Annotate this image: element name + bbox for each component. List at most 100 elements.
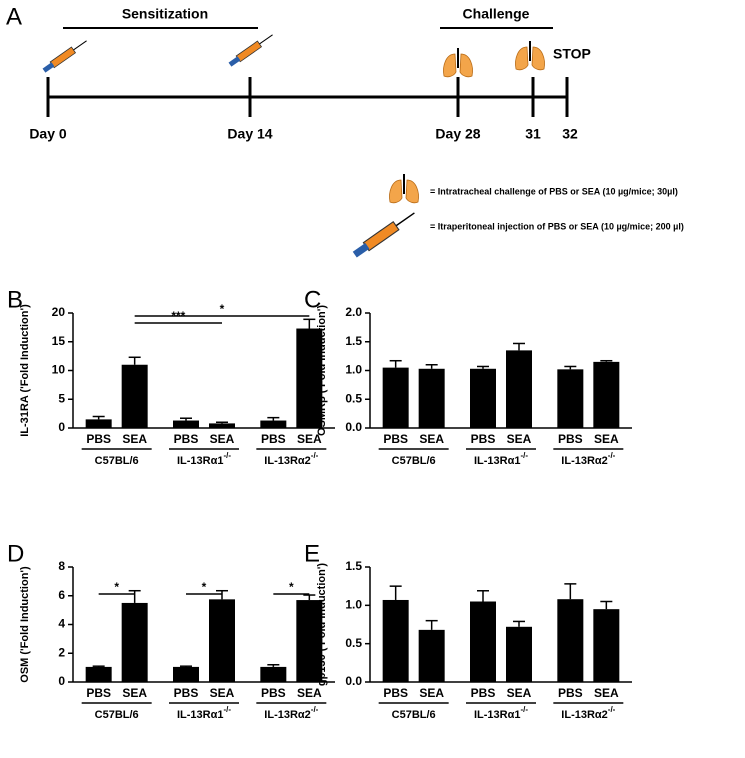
y-tick-label: 0.0 (345, 420, 362, 434)
bar (470, 601, 496, 682)
group-name: C57BL/6 (392, 455, 436, 467)
error-bar (425, 364, 438, 369)
syringe-icon (42, 40, 87, 73)
y-axis-label: gp130 ('Fold Induction') (316, 563, 328, 687)
group-label: C57BL/6 (95, 709, 139, 721)
group-superscript: -/- (608, 705, 616, 714)
y-tick-label: 6 (58, 588, 65, 602)
group-label: C57BL/6 (392, 455, 436, 467)
needle (395, 212, 415, 227)
bar (418, 368, 445, 428)
x-tick-label: SEA (507, 432, 532, 446)
group-label: IL-13Rα1-/- (474, 705, 528, 721)
lungs-icon (389, 174, 419, 204)
group-superscript: -/- (608, 451, 616, 460)
y-tick-label: 0.0 (345, 674, 362, 688)
error-bar (389, 585, 402, 600)
group-label: IL-13Rα2-/- (264, 451, 318, 467)
phase-label: Sensitization (122, 6, 208, 22)
error-bar (92, 665, 105, 667)
lung (515, 46, 529, 71)
lung (405, 179, 419, 204)
group-superscript: -/- (520, 451, 528, 460)
y-tick-label: 0 (58, 420, 65, 434)
barrel (235, 40, 263, 63)
plunger (42, 62, 55, 73)
x-tick-label: SEA (419, 686, 444, 700)
x-tick-label: SEA (297, 686, 322, 700)
error-bar (303, 594, 316, 601)
x-tick-label: PBS (558, 432, 583, 446)
panel-letter: E (304, 540, 320, 567)
significance-label: * (202, 580, 207, 594)
bar (173, 420, 199, 428)
needle (259, 34, 273, 45)
bar (506, 350, 532, 428)
x-tick-label: PBS (174, 686, 199, 700)
bar (382, 599, 409, 682)
error-bar (513, 342, 525, 351)
x-tick-label: SEA (594, 432, 619, 446)
plunger (352, 242, 370, 258)
panel-letter: A (6, 3, 22, 30)
error-bar (389, 359, 402, 368)
x-tick-label: SEA (507, 686, 532, 700)
day-label: Day 0 (29, 126, 67, 142)
bar (296, 600, 323, 682)
y-axis-label: IL-31RA ('Fold Induction') (19, 304, 31, 437)
group-label: C57BL/6 (95, 455, 139, 467)
barrel (362, 220, 400, 252)
group-label: IL-13Rα2-/- (561, 705, 615, 721)
day-label: Day 14 (227, 126, 272, 142)
error-bar (477, 590, 489, 602)
group-name: IL-13Rα2 (264, 455, 311, 467)
group-name: IL-13Rα1 (474, 455, 521, 467)
error-bar (425, 619, 438, 630)
lung (531, 46, 545, 71)
error-bar (513, 620, 525, 627)
y-tick-label: 1.0 (345, 598, 362, 612)
x-tick-label: PBS (86, 686, 111, 700)
x-tick-label: SEA (594, 686, 619, 700)
y-tick-label: 0 (58, 674, 65, 688)
y-tick-label: 5 (58, 391, 65, 405)
significance-label: * (289, 580, 294, 594)
x-tick-label: PBS (471, 432, 496, 446)
group-name: C57BL/6 (95, 709, 139, 721)
x-tick-label: SEA (297, 432, 322, 446)
barrel (49, 46, 77, 69)
group-label: IL-13Rα1-/- (177, 705, 231, 721)
bar (418, 629, 445, 682)
legend-text: = Intratracheal challenge of PBS or SEA … (430, 186, 678, 196)
group-label: IL-13Rα1-/- (177, 451, 231, 467)
group-name: IL-13Rα1 (177, 709, 224, 721)
error-bar (180, 665, 192, 667)
group-label: IL-13Rα2-/- (264, 705, 318, 721)
group-superscript: -/- (520, 705, 528, 714)
error-bar (564, 365, 577, 370)
group-name: C57BL/6 (392, 709, 436, 721)
lungs-icon (515, 41, 545, 71)
y-tick-label: 0.5 (345, 636, 362, 650)
group-superscript: -/- (311, 451, 319, 460)
error-bar (600, 359, 613, 362)
bar (173, 666, 199, 682)
y-tick-label: 20 (52, 305, 66, 319)
group-name: IL-13Rα1 (177, 455, 224, 467)
bar (557, 599, 584, 682)
panel-letter: B (7, 286, 23, 313)
bar (506, 626, 532, 682)
error-bar (128, 356, 141, 365)
error-bar (216, 589, 228, 600)
y-tick-label: 4 (58, 617, 65, 631)
bar (209, 423, 235, 428)
x-tick-label: PBS (86, 432, 111, 446)
icons (42, 34, 545, 258)
day-label: 31 (525, 126, 541, 142)
bar (260, 666, 287, 682)
error-bar (564, 583, 577, 600)
x-tick-label: SEA (210, 686, 235, 700)
group-name: IL-13Rα2 (264, 709, 311, 721)
y-tick-label: 2.0 (345, 305, 362, 319)
group-name: C57BL/6 (95, 455, 139, 467)
